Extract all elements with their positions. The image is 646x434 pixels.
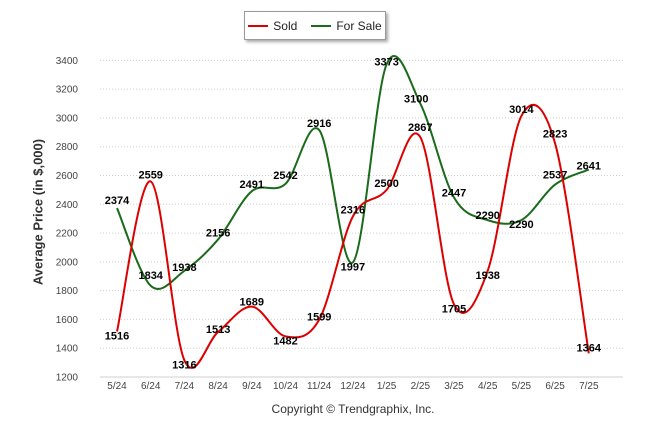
x-tick-label: 6/25 bbox=[545, 381, 565, 392]
legend-swatch-sold bbox=[248, 24, 269, 27]
legend-item-sold: Sold bbox=[248, 19, 297, 33]
data-label-sold: 1482 bbox=[273, 335, 297, 347]
y-tick-label: 2000 bbox=[56, 257, 79, 268]
data-label-sold: 1705 bbox=[442, 303, 466, 315]
x-tick-label: 7/25 bbox=[579, 381, 599, 392]
data-label-for-sale: 2491 bbox=[240, 179, 264, 191]
x-tick-label: 5/24 bbox=[107, 381, 127, 392]
data-label-for-sale: 2290 bbox=[509, 219, 533, 231]
data-label-sold: 2867 bbox=[408, 122, 432, 134]
data-label-for-sale: 2374 bbox=[105, 195, 130, 207]
y-tick-label: 3400 bbox=[56, 56, 79, 67]
data-label-for-sale: 2156 bbox=[206, 227, 230, 239]
data-label-for-sale: 2290 bbox=[475, 210, 499, 222]
y-tick-label: 3000 bbox=[56, 113, 79, 124]
data-label-sold: 2500 bbox=[374, 178, 398, 190]
legend-item-for-sale: For Sale bbox=[311, 18, 382, 33]
data-label-for-sale: 1997 bbox=[341, 261, 365, 273]
data-label-sold: 1364 bbox=[577, 342, 602, 354]
y-tick-label: 2800 bbox=[56, 142, 79, 153]
data-label-for-sale: 1834 bbox=[138, 270, 163, 282]
series-line-sold bbox=[116, 103, 590, 369]
y-tick-label: 1200 bbox=[56, 373, 79, 384]
data-label-for-sale: 2537 bbox=[543, 170, 567, 182]
data-label-sold: 1599 bbox=[307, 312, 331, 324]
data-label-sold: 3014 bbox=[509, 104, 534, 116]
data-label-for-sale: 2641 bbox=[577, 161, 601, 173]
data-label-for-sale: 2916 bbox=[307, 118, 331, 130]
y-tick-label: 2200 bbox=[56, 229, 79, 240]
x-tick-label: 10/24 bbox=[273, 381, 298, 392]
data-label-for-sale: 3100 bbox=[404, 94, 428, 106]
x-tick-label: 8/24 bbox=[208, 381, 228, 392]
x-tick-label: 5/25 bbox=[512, 381, 532, 392]
data-label-sold: 2559 bbox=[138, 169, 162, 181]
series-line-for-sale bbox=[116, 55, 590, 290]
x-tick-label: 9/24 bbox=[242, 381, 262, 392]
y-tick-label: 1800 bbox=[56, 286, 79, 297]
x-tick-label: 4/25 bbox=[478, 381, 498, 392]
data-label-sold: 1516 bbox=[105, 331, 129, 343]
data-label-for-sale: 2447 bbox=[442, 188, 466, 200]
x-tick-label: 1/25 bbox=[377, 381, 397, 392]
y-tick-label: 1400 bbox=[56, 344, 79, 355]
legend-swatch-for-sale bbox=[311, 24, 332, 27]
data-label-sold: 1316 bbox=[172, 359, 196, 371]
x-tick-label: 11/24 bbox=[307, 381, 332, 392]
y-tick-label: 3200 bbox=[56, 85, 79, 96]
y-tick-label: 2600 bbox=[56, 171, 79, 182]
y-tick-label: 1600 bbox=[56, 315, 79, 326]
y-axis-title: Average Price (in $,000) bbox=[30, 138, 46, 286]
data-label-for-sale: 2542 bbox=[273, 170, 297, 182]
legend-label-sold: Sold bbox=[273, 18, 298, 33]
data-label-sold: 2316 bbox=[341, 204, 365, 216]
x-tick-label: 7/24 bbox=[175, 381, 195, 392]
data-label-sold: 1689 bbox=[240, 297, 264, 309]
chart-legend: Sold For Sale bbox=[244, 11, 386, 40]
y-tick-label: 2400 bbox=[56, 200, 79, 211]
copyright-credit: Copyright © Trendgraphix, Inc. bbox=[271, 402, 435, 416]
x-tick-label: 2/25 bbox=[411, 381, 431, 392]
data-label-for-sale: 3373 bbox=[374, 56, 398, 68]
x-tick-label: 6/24 bbox=[141, 381, 161, 392]
data-label-for-sale: 1938 bbox=[172, 262, 196, 274]
legend-label-for-sale: For Sale bbox=[336, 18, 382, 33]
data-label-sold: 2823 bbox=[543, 128, 567, 140]
data-label-sold: 1938 bbox=[475, 270, 499, 282]
x-tick-label: 12/24 bbox=[340, 381, 365, 392]
data-label-sold: 1513 bbox=[206, 324, 230, 336]
x-tick-label: 3/25 bbox=[444, 381, 464, 392]
